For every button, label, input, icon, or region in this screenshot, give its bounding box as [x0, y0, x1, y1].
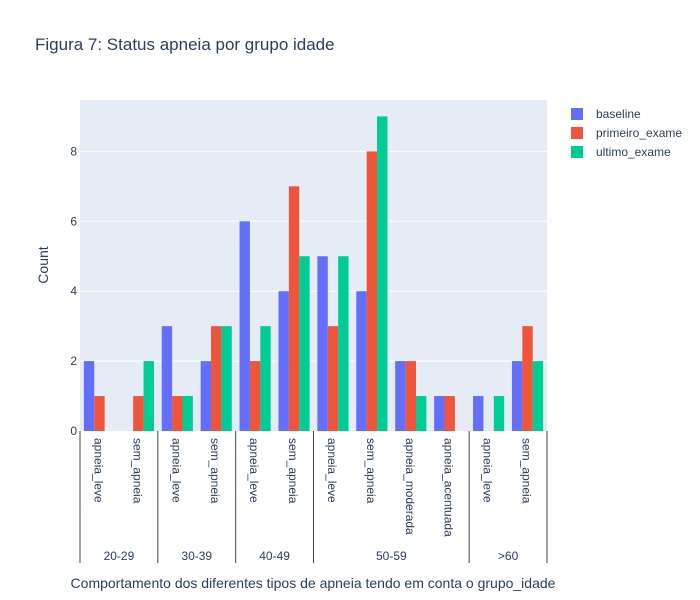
- x-tick-label: sem_apneia: [520, 438, 534, 504]
- x-tick-label: sem_apneia: [208, 438, 222, 504]
- y-tick-label: 2: [70, 354, 77, 368]
- bar-primeiro_exame[interactable]: [522, 326, 533, 431]
- x-tick-label: apneia_leve: [247, 438, 261, 503]
- bar-baseline[interactable]: [161, 326, 173, 431]
- bar-baseline[interactable]: [511, 361, 523, 431]
- x-tick-label: apneia_acentuada: [442, 438, 456, 537]
- x-tick-label: apneia_moderada: [403, 438, 417, 535]
- x-tick-label: apneia_leve: [91, 438, 105, 503]
- bar-primeiro_exame[interactable]: [249, 361, 261, 431]
- y-tick-label: 4: [70, 284, 77, 298]
- gridlines: [80, 150, 547, 362]
- bar-baseline[interactable]: [239, 221, 250, 431]
- bar-primeiro_exame[interactable]: [405, 361, 416, 431]
- y-tick-label: 8: [70, 144, 77, 158]
- legend-swatch[interactable]: [571, 146, 583, 158]
- x-tick-label: sem_apneia: [130, 438, 144, 504]
- bar-ultimo_exame[interactable]: [182, 396, 193, 431]
- y-tick-labels: 0 2 4 6 8: [70, 144, 77, 438]
- legend-label[interactable]: primeiro_exame: [596, 126, 682, 140]
- x-tick-label: apneia_leve: [325, 438, 339, 503]
- bar-primeiro_exame[interactable]: [444, 396, 455, 431]
- x-group-label: 40-49: [259, 549, 290, 563]
- legend-label[interactable]: ultimo_exame: [596, 145, 671, 159]
- x-group-labels: 20-29 30-39 40-49 50-59 >60: [79, 431, 548, 563]
- bar-baseline[interactable]: [356, 291, 367, 431]
- y-tick-label: 6: [70, 214, 77, 228]
- y-axis-label: Count: [35, 246, 51, 283]
- bar-primeiro_exame[interactable]: [172, 396, 183, 431]
- plot-background: [80, 100, 547, 431]
- bar-primeiro_exame[interactable]: [94, 396, 105, 431]
- x-category-labels: apneia_leve sem_apneia apneia_leve sem_apne…: [91, 438, 533, 537]
- bar-baseline[interactable]: [317, 256, 328, 431]
- bar-ultimo_exame[interactable]: [532, 361, 544, 431]
- bar-ultimo_exame[interactable]: [299, 256, 310, 431]
- x-tick-label: apneia_leve: [481, 438, 495, 503]
- x-tick-label: sem_apneia: [364, 438, 378, 504]
- x-tick-label: apneia_leve: [169, 438, 183, 503]
- bar-ultimo_exame[interactable]: [377, 116, 388, 431]
- bar-primeiro_exame[interactable]: [366, 151, 378, 432]
- bar-primeiro_exame[interactable]: [133, 396, 144, 431]
- x-axis-label: Comportamento dos diferentes tipos de ap…: [71, 575, 556, 591]
- bar-ultimo_exame[interactable]: [221, 326, 232, 431]
- legend: baseline primeiro_exame ultimo_exame: [571, 107, 682, 159]
- x-tick-label: sem_apneia: [286, 438, 300, 504]
- x-group-label: >60: [498, 549, 519, 563]
- bar-ultimo_exame[interactable]: [493, 396, 505, 431]
- y-tick-label: 0: [70, 424, 77, 438]
- legend-swatch[interactable]: [571, 108, 583, 120]
- bar-ultimo_exame[interactable]: [260, 326, 271, 431]
- bar-baseline[interactable]: [434, 396, 445, 431]
- bar-baseline[interactable]: [473, 396, 484, 431]
- legend-label[interactable]: baseline: [596, 107, 641, 121]
- bars: [83, 116, 544, 432]
- legend-swatch[interactable]: [571, 127, 583, 139]
- x-group-label: 20-29: [104, 549, 135, 563]
- bar-primeiro_exame[interactable]: [211, 326, 222, 431]
- x-group-label: 50-59: [376, 549, 407, 563]
- bar-primeiro_exame[interactable]: [327, 326, 339, 431]
- chart-title: Figura 7: Status apneia por grupo idade: [35, 35, 335, 54]
- bar-baseline[interactable]: [200, 361, 212, 431]
- bar-ultimo_exame[interactable]: [338, 256, 349, 431]
- bar-baseline[interactable]: [395, 361, 406, 431]
- bar-primeiro_exame[interactable]: [288, 186, 300, 431]
- bar-ultimo_exame[interactable]: [143, 361, 154, 431]
- bar-ultimo_exame[interactable]: [415, 396, 427, 431]
- bar-baseline[interactable]: [278, 291, 289, 431]
- bar-baseline[interactable]: [83, 361, 95, 431]
- x-group-label: 30-39: [181, 549, 212, 563]
